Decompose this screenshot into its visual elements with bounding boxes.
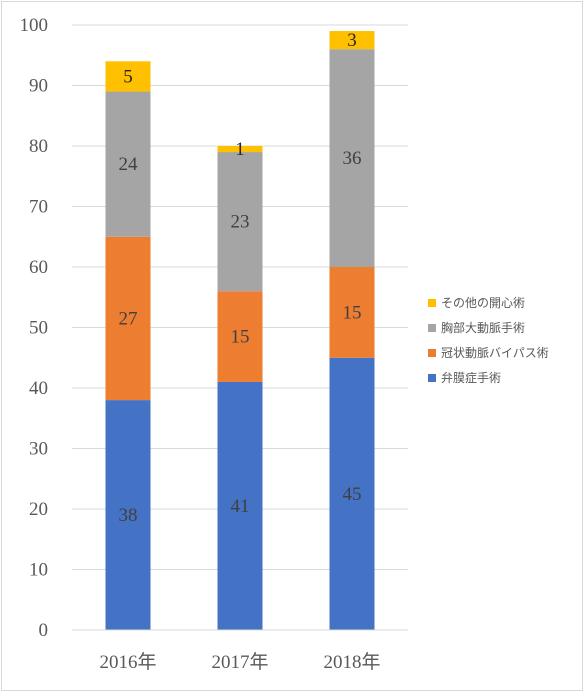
x-tick-label: 2017年 [211,651,268,673]
data-label: 24 [119,154,139,175]
data-label: 38 [119,505,138,526]
data-label: 3 [347,30,357,51]
y-axis: 0 10 20 30 40 50 60 70 80 90 100 [20,15,49,641]
bar-segment-1-0 [105,236,151,401]
legend-swatch [428,349,436,357]
legend-label: 胸部大動脈手術 [441,320,525,335]
y-tick-label: 100 [20,15,49,36]
data-label: 27 [119,308,138,329]
y-tick-label: 60 [29,257,48,278]
x-axis: 2016年 2017年 2018年 [72,629,408,673]
bar-segment-2-1 [217,152,263,292]
y-tick-label: 20 [29,499,48,520]
y-tick-label: 40 [29,378,48,399]
data-label: 15 [231,327,250,348]
legend-label: 冠状動脈バイパス術 [441,346,549,360]
data-label: 1 [235,139,245,160]
y-tick-label: 10 [29,560,48,581]
data-label: 45 [343,484,362,505]
legend-label: 弁膜症手術 [441,370,501,385]
legend-swatch [428,374,436,382]
bars: 38 27 24 5 41 15 23 1 45 15 36 3 [105,30,375,630]
legend-swatch [428,299,436,307]
bar-segment-2-0 [105,91,151,237]
data-label: 5 [123,66,133,87]
bar-segment-1-2 [329,267,375,358]
y-tick-label: 0 [39,620,49,641]
bar-segment-0-2 [329,357,375,630]
bar-segment-0-0 [105,400,151,630]
bar-segment-1-1 [217,291,263,382]
x-tick-label: 2016年 [99,651,156,673]
data-label: 15 [343,302,362,323]
data-label: 23 [231,212,250,233]
y-tick-label: 50 [29,318,48,339]
data-label: 41 [231,496,250,517]
bar-segment-3-0 [105,61,151,92]
bar-segment-3-1 [217,146,263,153]
bar-segment-3-2 [329,31,375,50]
x-tick-label: 2018年 [323,651,380,673]
y-tick-label: 80 [29,136,48,157]
y-tick-label: 90 [29,76,48,97]
bar-segment-0-1 [217,381,263,630]
legend-swatch [428,324,436,332]
data-label: 36 [343,148,362,169]
legend-label: その他の開心術 [441,296,525,310]
y-tick-label: 30 [29,439,48,460]
bar-segment-2-2 [329,49,375,268]
y-tick-label: 70 [29,197,48,218]
